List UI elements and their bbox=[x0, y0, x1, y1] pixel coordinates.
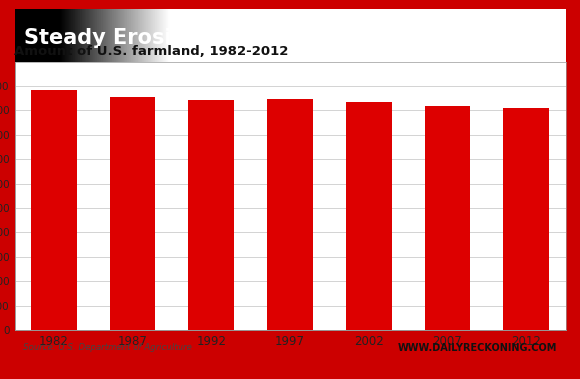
Text: Amount of U.S. farmland, 1982-2012: Amount of U.S. farmland, 1982-2012 bbox=[14, 45, 289, 58]
Bar bbox=[346, 102, 392, 330]
Bar bbox=[31, 91, 77, 330]
Bar bbox=[267, 99, 313, 330]
Bar bbox=[110, 97, 155, 330]
Text: Source: U.S. Department of Agriculture: Source: U.S. Department of Agriculture bbox=[23, 343, 191, 352]
Bar bbox=[425, 106, 470, 330]
Text: WWW.DAILYRECKONING.COM: WWW.DAILYRECKONING.COM bbox=[398, 343, 557, 353]
Bar bbox=[503, 108, 549, 330]
Bar bbox=[188, 100, 234, 330]
Text: Steady Erosion: Steady Erosion bbox=[24, 28, 201, 48]
